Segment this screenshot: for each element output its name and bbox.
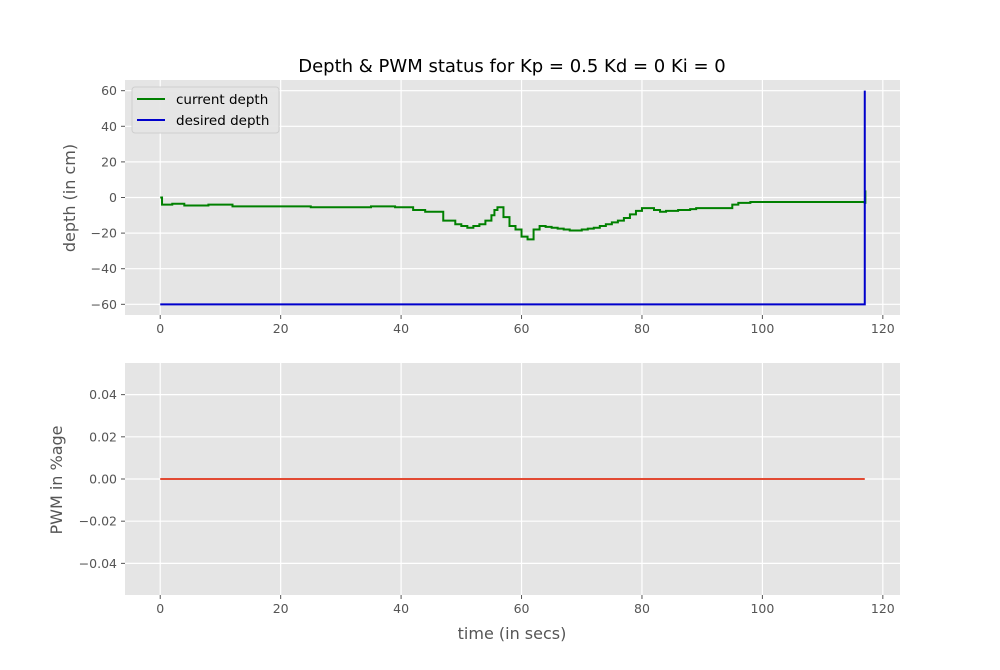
depth-x-tick-label: 20 bbox=[273, 321, 289, 336]
depth-y-tick-label: −20 bbox=[91, 226, 117, 241]
depth-x-ticks: 0 20 40 60 80 100 120 bbox=[156, 315, 895, 336]
pwm-x-ticks: 0 20 40 60 80 100 120 bbox=[156, 595, 895, 616]
depth-x-tick-label: 120 bbox=[871, 321, 895, 336]
depth-x-tick-label: 60 bbox=[514, 321, 530, 336]
pwm-x-tick-label: 0 bbox=[156, 601, 164, 616]
pwm-y-tick-label: −0.04 bbox=[79, 556, 117, 571]
depth-x-tick-label: 0 bbox=[156, 321, 164, 336]
chart-title: Depth & PWM status for Kp = 0.5 Kd = 0 K… bbox=[298, 56, 726, 77]
pwm-y-tick-label: 0.02 bbox=[89, 429, 117, 444]
depth-y-tick-label: −60 bbox=[91, 297, 117, 312]
current-depth-line bbox=[160, 190, 867, 241]
pwm-plot: 0 20 40 60 80 100 120 −0.04 −0.02 0.00 0.02 0.04 P… bbox=[47, 363, 900, 643]
depth-x-tick-label: 100 bbox=[750, 321, 774, 336]
depth-x-tick-label: 80 bbox=[634, 321, 650, 336]
pwm-x-tick-label: 60 bbox=[514, 601, 530, 616]
depth-y-axis-label: depth (in cm) bbox=[60, 144, 79, 252]
pwm-y-ticks: −0.04 −0.02 0.00 0.02 0.04 bbox=[79, 387, 125, 571]
legend-label-desired-depth: desired depth bbox=[176, 113, 269, 129]
depth-x-tick-label: 40 bbox=[393, 321, 409, 336]
depth-y-tick-label: 40 bbox=[101, 119, 117, 134]
depth-y-tick-label: 20 bbox=[101, 154, 117, 169]
pwm-y-tick-label: −0.02 bbox=[79, 514, 117, 529]
pwm-y-axis-label: PWM in %age bbox=[47, 425, 66, 534]
legend: current depth desired depth bbox=[131, 86, 280, 134]
pwm-x-tick-label: 40 bbox=[393, 601, 409, 616]
pwm-x-tick-label: 100 bbox=[750, 601, 774, 616]
depth-y-tick-label: −40 bbox=[91, 261, 117, 276]
depth-y-ticks: −60 −40 −20 0 20 40 60 bbox=[91, 83, 125, 312]
legend-box bbox=[131, 86, 280, 134]
pwm-y-tick-label: 0.04 bbox=[89, 387, 117, 402]
desired-depth-line bbox=[160, 90, 866, 306]
depth-plot: 0 20 40 60 80 100 120 −60 −40 −20 0 20 40 60 depth (… bbox=[60, 80, 900, 336]
pwm-x-tick-label: 120 bbox=[871, 601, 895, 616]
pwm-y-tick-label: 0.00 bbox=[89, 472, 117, 487]
depth-series bbox=[160, 90, 867, 306]
legend-label-current-depth: current depth bbox=[176, 92, 268, 108]
depth-y-tick-label: 60 bbox=[101, 83, 117, 98]
pwm-x-tick-label: 80 bbox=[634, 601, 650, 616]
x-axis-label: time (in secs) bbox=[458, 624, 567, 643]
depth-y-tick-label: 0 bbox=[109, 190, 117, 205]
pwm-x-tick-label: 20 bbox=[273, 601, 289, 616]
